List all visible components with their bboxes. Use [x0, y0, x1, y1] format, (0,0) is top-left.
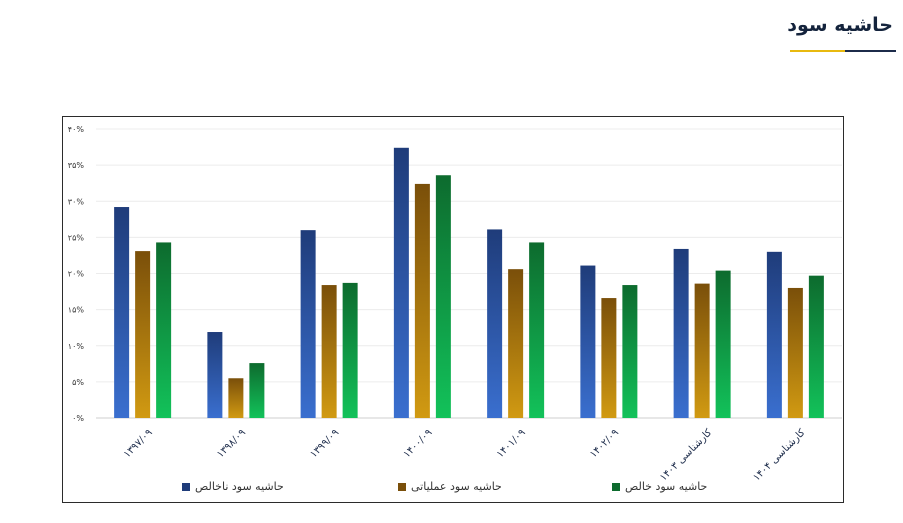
title-underline-dark [845, 50, 896, 52]
legend-item-3[interactable]: حاشیه سود خالص [612, 480, 707, 493]
bar-series-2[interactable] [508, 269, 524, 418]
bar-series-3[interactable] [249, 363, 265, 418]
title-underline-gold [790, 50, 845, 52]
x-tick-label: کارشناسی ۱۴۰۳ [658, 427, 714, 483]
x-tick-label: ۱۳۹۷/۰۹ [122, 427, 155, 460]
bar-series-1[interactable] [487, 229, 503, 418]
y-tick-label: ۲۵% [68, 233, 85, 242]
legend-label: حاشیه سود عملیاتی [411, 480, 502, 493]
bar-series-3[interactable] [622, 285, 638, 418]
x-tick-label: ۱۳۹۸/۰۹ [215, 427, 248, 460]
bar-series-2[interactable] [787, 287, 803, 418]
legend-swatch [612, 482, 620, 491]
chart-legend: حاشیه سود ناخالص حاشیه سود عملیاتی حاشیه س… [0, 480, 903, 500]
bar-series-2[interactable] [135, 251, 151, 418]
legend-label: حاشیه سود خالص [625, 480, 708, 493]
bar-series-2[interactable] [414, 183, 430, 418]
x-tick-label: کارشناسی ۱۴۰۴ [751, 427, 807, 483]
bar-series-3[interactable] [808, 275, 824, 418]
bar-series-1[interactable] [766, 251, 782, 418]
legend-item-1[interactable]: حاشیه سود ناخالص [182, 480, 284, 493]
bar-series-3[interactable] [715, 270, 731, 418]
y-tick-label: ۴۰% [68, 125, 85, 134]
x-tick-label: ۱۴۰۱/۰۹ [495, 427, 528, 460]
y-tick-label: ۱۰% [68, 342, 85, 351]
y-tick-label: ۵% [72, 378, 84, 387]
bar-series-3[interactable] [435, 175, 451, 418]
y-tick-label: ۳۵% [68, 161, 85, 170]
y-tick-label: ۳۰% [68, 197, 85, 206]
bar-series-1[interactable] [207, 332, 223, 418]
bar-series-3[interactable] [529, 242, 545, 418]
y-tick-label: ۰% [72, 414, 84, 423]
bar-series-1[interactable] [580, 265, 596, 418]
bar-series-2[interactable] [694, 283, 710, 418]
bar-series-1[interactable] [393, 147, 409, 418]
bar-series-1[interactable] [673, 248, 689, 418]
bar-series-1[interactable] [114, 207, 130, 418]
bar-series-3[interactable] [156, 242, 172, 418]
x-tick-label: ۱۴۰۰/۰۹ [402, 427, 435, 460]
page-title: حاشیه سود [787, 14, 893, 36]
y-tick-label: ۲۰% [68, 270, 85, 279]
legend-swatch [182, 482, 190, 491]
bar-series-2[interactable] [228, 378, 244, 418]
bar-series-1[interactable] [300, 230, 316, 418]
x-tick-label: ۱۴۰۲/۰۹ [588, 427, 621, 460]
x-tick-label: ۱۳۹۹/۰۹ [308, 427, 341, 460]
legend-item-2[interactable]: حاشیه سود عملیاتی [398, 480, 502, 493]
bar-series-2[interactable] [321, 285, 337, 418]
bar-series-2[interactable] [601, 298, 617, 418]
legend-label: حاشیه سود ناخالص [195, 480, 284, 493]
y-tick-label: ۱۵% [68, 306, 85, 315]
legend-swatch [398, 482, 406, 491]
bar-series-3[interactable] [342, 282, 358, 418]
